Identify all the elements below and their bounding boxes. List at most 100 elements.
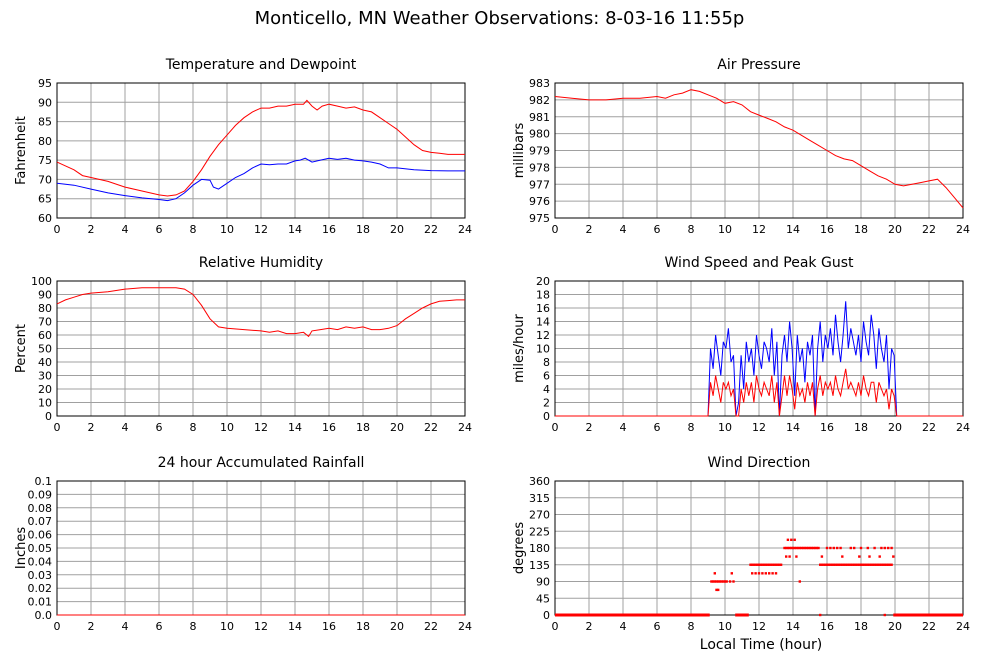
x-tick-label: 22	[922, 620, 936, 633]
data-point	[868, 563, 871, 566]
x-tick-label: 0	[552, 223, 559, 236]
x-tick-label: 2	[586, 620, 593, 633]
data-point	[870, 563, 873, 566]
x-tick-label: 8	[688, 620, 695, 633]
x-tick-label: 18	[356, 223, 370, 236]
y-tick-label: 85	[38, 116, 52, 129]
y-tick-label: 4	[543, 383, 550, 396]
data-point	[810, 546, 813, 550]
y-tick-label: 0.1	[35, 475, 53, 488]
data-point	[813, 546, 817, 550]
data-point	[873, 563, 876, 566]
data-point	[710, 580, 713, 583]
y-tick-label: 0.03	[28, 569, 53, 582]
y-tick-label: 983	[529, 77, 550, 90]
x-tick-label: 2	[586, 421, 593, 434]
x-tick-label: 18	[854, 620, 868, 633]
data-point	[819, 563, 822, 566]
data-point	[751, 563, 754, 566]
x-tick-label: 0	[54, 223, 61, 236]
y-axis-label: millibars	[512, 123, 527, 179]
x-tick-label: 12	[254, 620, 268, 633]
data-point	[834, 563, 837, 566]
x-tick-label: 20	[888, 620, 902, 633]
chart-title: Temperature and Dewpoint	[165, 57, 357, 73]
x-tick-label: 22	[424, 421, 438, 434]
data-point	[849, 563, 852, 566]
data-point	[825, 546, 829, 550]
data-point	[890, 563, 893, 566]
y-tick-label: 50	[38, 343, 52, 356]
x-tick-label: 12	[752, 620, 766, 633]
data-point	[875, 563, 878, 566]
rainfall-chart: 0 2 4 6 8 10 12 14 16 18 20 22 240.00.010.020.030.04…	[14, 455, 472, 633]
data-point	[822, 563, 825, 566]
y-tick-label: 977	[529, 178, 550, 191]
plot-frame	[554, 280, 964, 417]
data-point	[783, 546, 786, 550]
data-point	[883, 563, 886, 566]
data-point	[786, 538, 790, 542]
data-point	[863, 563, 866, 566]
y-tick-label: 0.01	[28, 596, 53, 609]
data-point	[774, 563, 778, 566]
data-point	[749, 563, 752, 566]
x-tick-label: 14	[786, 620, 800, 633]
x-tick-label: 20	[888, 421, 902, 434]
wind-direction-chart: 0 2 4 6 8 10 12 14 16 18 20 22 240459013518022527031…	[512, 455, 970, 633]
x-tick-label: 16	[820, 620, 834, 633]
y-tick-label: 8	[543, 356, 550, 369]
data-point	[786, 546, 790, 550]
y-tick-label: 0.06	[28, 529, 53, 542]
x-tick-label: 24	[458, 620, 472, 633]
x-tick-label: 6	[654, 223, 661, 236]
plot-frame	[554, 82, 964, 219]
data-point	[790, 546, 793, 550]
y-tick-label: 0.07	[28, 515, 53, 528]
temperature-dewpoint-chart: 0 2 4 6 8 10 12 14 16 18 20 22 246065707580859095Tem…	[14, 57, 472, 236]
data-point	[880, 546, 883, 550]
data-point	[795, 546, 798, 550]
x-tick-label: 10	[220, 421, 234, 434]
data-point	[837, 563, 841, 566]
data-point	[713, 572, 716, 575]
y-tick-label: 360	[529, 475, 550, 488]
x-tick-label: 12	[254, 421, 268, 434]
relative-humidity-chart: 0 2 4 6 8 10 12 14 16 18 20 22 240102030405060708090…	[14, 255, 472, 434]
y-tick-label: 225	[529, 525, 550, 538]
y-tick-label: 2	[543, 397, 550, 410]
data-point	[836, 563, 839, 566]
data-point	[851, 563, 854, 566]
series-line-0	[56, 99, 465, 197]
x-tick-label: 4	[620, 223, 627, 236]
y-tick-label: 6	[543, 370, 550, 383]
data-point	[825, 563, 829, 566]
data-point	[866, 546, 869, 550]
data-point	[890, 546, 893, 550]
y-tick-label: 135	[529, 559, 550, 572]
y-tick-label: 180	[529, 542, 550, 555]
x-tick-label: 22	[922, 223, 936, 236]
chart-title: 24 hour Accumulated Rainfall	[158, 455, 365, 471]
data-point	[793, 546, 796, 550]
data-point	[766, 563, 769, 566]
data-point	[769, 563, 773, 566]
data-point	[812, 546, 815, 550]
x-tick-label: 6	[156, 421, 163, 434]
x-tick-label: 16	[322, 421, 336, 434]
x-tick-label: 8	[190, 421, 197, 434]
page-title: Monticello, MN Weather Observations: 8-0…	[254, 8, 745, 29]
y-tick-label: 0.04	[28, 555, 53, 568]
y-tick-label: 0.05	[28, 542, 53, 555]
x-tick-label: 10	[220, 223, 234, 236]
x-tick-label: 4	[620, 620, 627, 633]
data-point	[873, 546, 876, 550]
y-tick-label: 75	[38, 154, 52, 167]
y-tick-label: 978	[529, 161, 550, 174]
x-tick-label: 2	[88, 620, 95, 633]
data-point	[795, 555, 798, 558]
data-point	[798, 580, 801, 583]
y-tick-label: 0	[543, 410, 550, 423]
chart-title: Relative Humidity	[199, 255, 323, 271]
data-point	[756, 563, 759, 566]
